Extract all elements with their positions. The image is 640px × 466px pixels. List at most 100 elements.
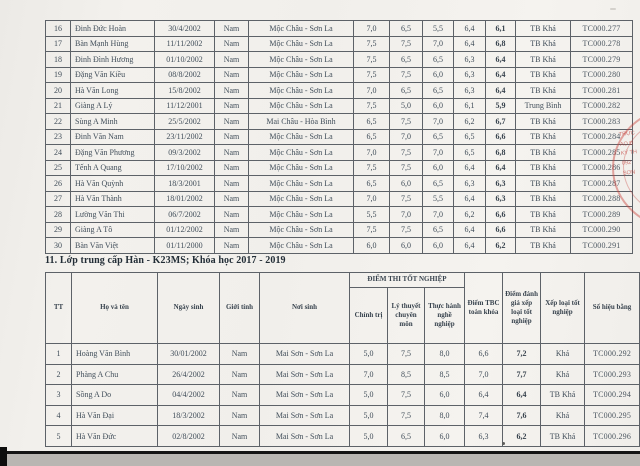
table-row: 23 Đinh Văn Nam 23/11/2002 Nam Mộc Châu - Sơ… <box>45 128 633 145</box>
table-cell: Nam <box>214 113 249 130</box>
table-cell: 5,5 <box>422 20 454 37</box>
table-cell: 5,9 <box>485 97 516 114</box>
table-cell: Mộc Châu - Sơn La <box>248 206 354 223</box>
table-cell: 6,3 <box>485 175 516 192</box>
table-cell: 7,0 <box>422 144 454 161</box>
table-cell: Mộc Châu - Sơn La <box>248 221 354 238</box>
table-cell: 6,5 <box>389 51 423 68</box>
table-cell: TC000.293 <box>584 363 640 386</box>
table-cell: Nam <box>214 82 249 99</box>
col-header-tt: TT <box>45 272 72 344</box>
table-cell: TB Khá <box>515 113 571 130</box>
table-cell: Khá <box>540 343 586 365</box>
table-cell: 6,4 <box>453 35 486 52</box>
table-cell: 01/12/2002 <box>154 221 215 238</box>
table-cell: Nam <box>214 128 249 145</box>
table-cell: Mai Sơn - Sơn La <box>259 363 350 386</box>
col-header-practice: Thực hành nghề nghiệp <box>423 287 466 344</box>
table-cell: 7,5 <box>389 190 423 207</box>
table-cell: 5,5 <box>353 206 390 223</box>
table-cell: 7,5 <box>389 113 423 130</box>
table-cell: 7,0 <box>422 35 454 52</box>
col-header-name: Họ và tên <box>71 272 158 344</box>
table-cell: 6,0 <box>422 237 454 254</box>
table-cell: 6,7 <box>485 113 516 130</box>
table-cell: TC000.278 <box>570 35 633 52</box>
table-cell: 17/10/2002 <box>154 159 215 176</box>
table-cell: Nam <box>214 35 249 52</box>
table-row: 5 Hà Văn Đức 02/8/2002 Nam Mai Sơn - Sơn La 5… <box>45 425 640 447</box>
table-row: 29 Giàng A Tô 01/12/2002 Nam Mộc Châu - Sơn … <box>45 221 633 238</box>
table-cell: 6,5 <box>422 128 454 145</box>
table-cell: 7,0 <box>349 363 388 386</box>
table-cell: 24 <box>45 144 71 161</box>
ink-dot <box>502 442 505 445</box>
table-cell: 6,8 <box>485 144 516 161</box>
table-cell: Hà Văn Long <box>70 82 155 99</box>
table-cell: 5,0 <box>349 384 388 406</box>
table-cell: 6,5 <box>389 20 423 37</box>
col-header-exam-group: ĐIỂM THI TỐT NGHIỆP <box>348 272 466 288</box>
table-cell: 6,6 <box>485 128 516 145</box>
table-cell: TB Khá <box>515 237 571 254</box>
table-cell: 6,4 <box>453 190 486 207</box>
table-cell: Nam <box>214 159 249 176</box>
col-header-theory: Lý thuyết chuyên môn <box>387 287 425 344</box>
table-cell: Nam <box>219 404 260 427</box>
table-cell: Nam <box>214 221 249 238</box>
table-cell: Nam <box>219 425 260 447</box>
table-cell: Bàn Mạnh Hùng <box>70 35 155 52</box>
table-row: 4 Hà Văn Đại 18/3/2002 Nam Mai Sơn - Sơn La 5… <box>45 404 640 427</box>
table-cell: 6,4 <box>453 237 486 254</box>
table-cell: Đinh Đức Hoàn <box>70 20 155 37</box>
section-title: 11. Lớp trung cấp Hàn - K23MS; Khóa học … <box>45 255 286 266</box>
table-cell: 11/12/2001 <box>154 97 215 114</box>
table-cell: 6,4 <box>453 159 486 176</box>
table-cell: Mai Sơn - Sơn La <box>259 425 350 447</box>
table-cell: 18/3/2002 <box>157 404 220 427</box>
table-cell: 7,5 <box>387 384 425 406</box>
table-cell: Lường Văn Thi <box>70 206 155 223</box>
table-cell: 7,5 <box>389 35 423 52</box>
table-row: 25 Tếnh A Quang 17/10/2002 Nam Mộc Châu - Sơ… <box>45 159 633 176</box>
table-cell: Đặng Văn Phương <box>70 144 155 161</box>
table-cell: 6,6 <box>464 343 504 365</box>
table-cell: 23 <box>45 128 71 145</box>
table-cell: 6,2 <box>453 113 486 130</box>
table-cell: 7,2 <box>502 343 542 365</box>
table-cell: Mộc Châu - Sơn La <box>248 82 354 99</box>
table-cell: 6,1 <box>453 97 486 114</box>
table-cell: 7,7 <box>502 363 542 386</box>
table-cell: Mộc Châu - Sơn La <box>248 175 354 192</box>
table-cell: Mộc Châu - Sơn La <box>248 97 354 114</box>
table-cell: 6,3 <box>453 175 486 192</box>
col-header-gpa: Điểm TBC toàn khóa <box>464 272 504 344</box>
table-cell: 7,5 <box>353 221 390 238</box>
table-row: 21 Giàng A Lý 11/12/2001 Nam Mộc Châu - Sơn … <box>45 97 633 114</box>
table-cell: TC000.277 <box>570 20 633 37</box>
table-body: 16 Đinh Đức Hoàn 30/4/2002 Nam Mộc Châu - Sơ… <box>45 20 633 254</box>
table-cell: 7,5 <box>353 97 390 114</box>
table-cell: 6,3 <box>485 190 516 207</box>
table-cell: TC000.290 <box>570 221 633 238</box>
table-row: 30 Bàn Văn Việt 01/11/2000 Nam Mộc Châu - Sơ… <box>45 237 633 254</box>
table-cell: 30/4/2002 <box>154 20 215 37</box>
table-row: 1 Hoàng Văn Bình 30/01/2002 Nam Mai Sơn - Sơ… <box>45 343 640 365</box>
table-cell: TB Khá <box>515 144 571 161</box>
table-cell: 5 <box>45 425 72 447</box>
table-row: 18 Đinh Đình Hương 01/10/2002 Nam Mộc Châu -… <box>45 51 633 68</box>
table-cell: 8,5 <box>423 363 466 386</box>
table-cell: 04/4/2002 <box>157 384 220 406</box>
table-cell: Mộc Châu - Sơn La <box>248 35 354 52</box>
table-cell: 7,0 <box>353 190 390 207</box>
table-cell: 6,0 <box>423 384 466 406</box>
table-cell: Mộc Châu - Sơn La <box>248 190 354 207</box>
table-cell: 6,3 <box>453 51 486 68</box>
table-cell: 7,4 <box>464 404 504 427</box>
table-cell: 02/8/2002 <box>157 425 220 447</box>
table-cell: 7,5 <box>389 66 423 83</box>
table-cell: 7,0 <box>353 20 390 37</box>
table-cell: 6,6 <box>485 221 516 238</box>
table-cell: 6,5 <box>453 144 486 161</box>
table-cell: Mai Sơn - Sơn La <box>259 384 350 406</box>
